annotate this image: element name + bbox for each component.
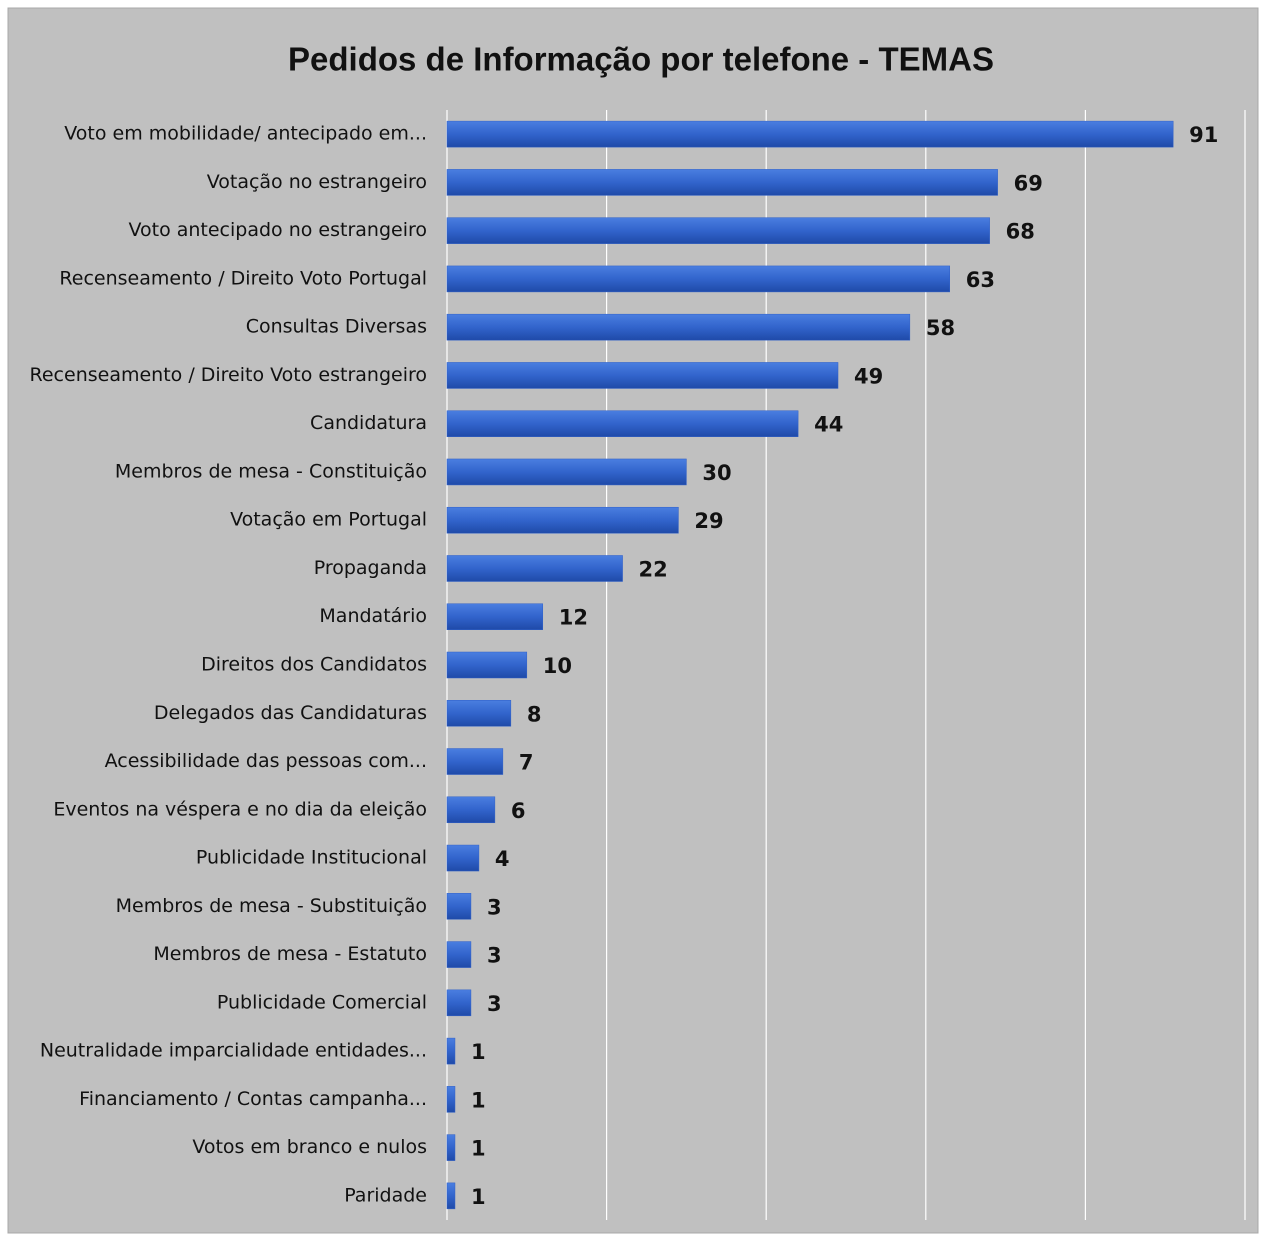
y-tick-label: Mandatário xyxy=(319,605,427,627)
data-label: 12 xyxy=(559,606,588,630)
data-label: 58 xyxy=(926,316,955,340)
bar xyxy=(446,796,496,824)
y-tick-label: Paridade xyxy=(344,1184,427,1206)
bar xyxy=(446,410,799,437)
bar xyxy=(446,1086,456,1113)
data-label: 1 xyxy=(471,1185,486,1209)
data-label: 1 xyxy=(471,1088,486,1112)
data-label: 68 xyxy=(1006,220,1035,244)
y-tick-label: Recenseamento / Direito Voto estrangeiro xyxy=(30,364,427,386)
y-tick-label: Publicidade Comercial xyxy=(217,991,427,1013)
data-label: 44 xyxy=(814,413,843,437)
y-tick-label: Membros de mesa - Constituição xyxy=(115,460,427,482)
y-tick-label: Votação em Portugal xyxy=(230,509,427,531)
data-label: 22 xyxy=(639,557,668,581)
y-tick-label: Financiamento / Contas campanha... xyxy=(79,1088,427,1110)
bar xyxy=(446,989,472,1017)
data-label: 69 xyxy=(1014,171,1043,195)
bar xyxy=(446,700,512,727)
y-tick-label: Delegados das Candidaturas xyxy=(154,702,427,724)
bar xyxy=(446,651,528,679)
bar xyxy=(446,1182,456,1210)
data-label: 1 xyxy=(471,1137,486,1161)
bar xyxy=(446,313,911,341)
y-tick-label: Neutralidade imparcialidade entidades... xyxy=(40,1040,427,1062)
bar xyxy=(446,1134,456,1161)
y-tick-label: Publicidade Institucional xyxy=(196,847,427,869)
data-label: 1 xyxy=(471,1040,486,1064)
y-tick-label: Voto em mobilidade/ antecipado em... xyxy=(64,123,427,145)
bar xyxy=(446,120,1174,148)
y-tick-label: Membros de mesa - Substituição xyxy=(116,895,427,917)
bar xyxy=(446,169,998,196)
data-label: 10 xyxy=(543,654,572,678)
data-label: 6 xyxy=(511,799,526,823)
y-tick-label: Votação no estrangeiro xyxy=(207,171,427,193)
bar xyxy=(446,941,472,968)
y-tick-label: Direitos dos Candidatos xyxy=(201,654,427,676)
bar xyxy=(446,603,544,630)
bar xyxy=(446,748,504,775)
bar xyxy=(446,362,839,389)
y-tick-label: Votos em branco e nulos xyxy=(192,1136,427,1158)
y-tick-label: Acessibilidade das pessoas com... xyxy=(105,750,427,772)
y-tick-label: Consultas Diversas xyxy=(246,316,427,338)
data-label: 3 xyxy=(487,944,502,968)
data-label: 49 xyxy=(854,364,883,388)
bar xyxy=(446,555,623,582)
bar xyxy=(446,893,472,920)
data-label: 4 xyxy=(495,847,510,871)
bar xyxy=(446,844,480,872)
bar xyxy=(446,217,990,244)
chart-background xyxy=(7,7,1259,1234)
y-tick-label: Voto antecipado no estrangeiro xyxy=(128,219,427,241)
data-label: 91 xyxy=(1189,123,1218,147)
bar xyxy=(446,265,950,293)
y-tick-label: Eventos na véspera e no dia da eleição xyxy=(53,798,427,820)
data-label: 30 xyxy=(702,461,731,485)
data-label: 29 xyxy=(694,509,723,533)
chart-title: Pedidos de Informação por telefone - TEM… xyxy=(288,41,994,78)
bar xyxy=(446,458,687,486)
y-tick-label: Recenseamento / Direito Voto Portugal xyxy=(59,267,427,289)
y-tick-label: Candidatura xyxy=(310,412,427,434)
y-tick-label: Propaganda xyxy=(314,557,427,579)
data-label: 63 xyxy=(966,268,995,292)
data-label: 8 xyxy=(527,702,542,726)
y-tick-label: Membros de mesa - Estatuto xyxy=(153,943,427,965)
data-label: 3 xyxy=(487,992,502,1016)
data-label: 7 xyxy=(519,751,534,775)
bar xyxy=(446,506,679,534)
data-label: 3 xyxy=(487,895,502,919)
bar xyxy=(446,1037,456,1065)
